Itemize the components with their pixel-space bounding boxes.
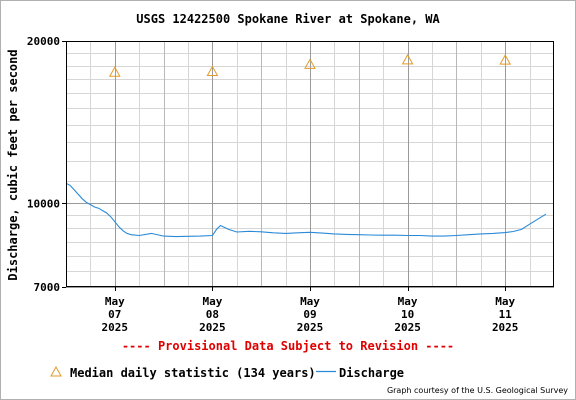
x-tick-month: May [398,295,418,308]
x-tick-year: 2025 [297,321,324,334]
y-tick-label: 20000 [27,35,60,48]
x-tick-month: May [202,295,222,308]
x-tick-year: 2025 [199,321,226,334]
x-tick-year: 2025 [492,321,519,334]
x-tick-year: 2025 [394,321,421,334]
marker-layer [108,53,512,77]
chart-title: USGS 12422500 Spokane River at Spokane, … [136,12,440,26]
x-tick-day: 11 [499,308,513,321]
x-tick-day: 08 [206,308,219,321]
plot-border [66,41,554,287]
x-tick-month: May [300,295,320,308]
y-tick-label: 10000 [27,197,60,210]
median-marker [304,58,316,69]
median-marker [401,53,414,65]
x-tick-day: 10 [401,308,414,321]
x-tick-month: May [105,295,125,308]
x-tick-day: 07 [108,308,121,321]
legend-discharge-label: Discharge [339,366,405,380]
series-line-discharge [65,182,547,238]
median-marker [108,66,121,77]
provisional-notice: ---- Provisional Data Subject to Revisio… [121,339,455,353]
x-tick-year: 2025 [102,321,129,334]
series-layer [65,182,547,238]
legend-layer [50,365,336,377]
graph-credit: Graph courtesy of the U.S. Geological Su… [386,386,568,395]
median-marker [499,54,512,65]
x-tick-day: 09 [303,308,316,321]
y-tick-label: 7000 [34,281,61,294]
grid-minor [66,41,554,287]
legend-median-symbol [50,365,62,377]
x-tick-month: May [495,295,515,308]
median-marker [206,65,219,76]
legend-median-label: Median daily statistic (134 years) [70,366,316,380]
axis-layer: 70001000020000May072025May082025May09202… [27,35,554,334]
